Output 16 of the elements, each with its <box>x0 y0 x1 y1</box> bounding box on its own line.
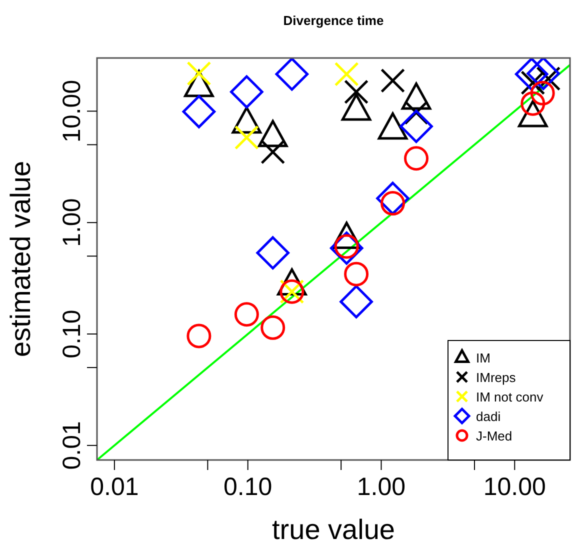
legend-label: J-Med <box>476 428 512 444</box>
y-tick-label: 10.00 <box>58 80 86 142</box>
x-tick-label: 0.10 <box>224 473 272 501</box>
y-tick-label: 0.01 <box>58 421 86 470</box>
legend-label: IM <box>476 350 490 366</box>
legend-label: dadi <box>476 409 501 424</box>
x-tick-label: 10.00 <box>483 473 546 501</box>
x-tick-label: 0.01 <box>90 473 139 501</box>
legend-label: IM not conv <box>476 390 544 404</box>
legend-label: IMreps <box>476 370 516 385</box>
chart-title: Divergence time <box>283 13 384 28</box>
y-axis-title: estimated value <box>5 160 36 358</box>
x-tick-label: 1.00 <box>356 473 406 501</box>
y-tick-label: 1.00 <box>58 198 86 247</box>
y-tick-label: 0.10 <box>58 310 86 358</box>
x-axis-title: true value <box>272 514 395 545</box>
